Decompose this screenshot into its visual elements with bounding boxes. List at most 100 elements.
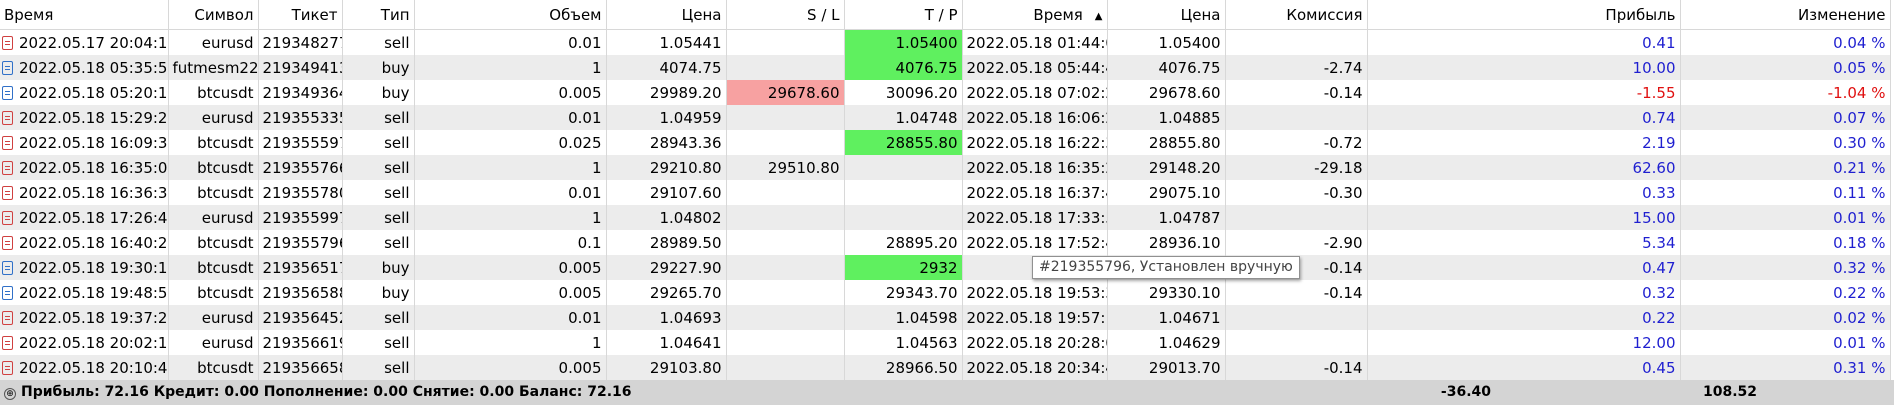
- table-row[interactable]: 2022.05.17 20:04:14 eurusd 219348277 sell 0.…: [0, 29, 1891, 55]
- cell-symbol: btcusdt: [168, 230, 259, 255]
- cell-open-time: 2022.05.18 16:35:00: [0, 155, 169, 180]
- column-header-type[interactable]: Тип: [342, 0, 415, 30]
- column-header-sl[interactable]: S / L: [726, 0, 845, 30]
- cell-sl: [726, 330, 845, 355]
- cell-profit: -1.55: [1367, 80, 1681, 105]
- column-header-tp[interactable]: T / P: [844, 0, 963, 30]
- sell-order-icon: [2, 210, 13, 225]
- open-time-text: 2022.05.18 16:36:38: [19, 183, 168, 202]
- column-header-ticket[interactable]: Тикет: [258, 0, 343, 30]
- cell-symbol: futmesm22: [168, 55, 259, 80]
- cell-change: 0.30 %: [1680, 130, 1891, 155]
- cell-volume: 0.01: [414, 29, 607, 55]
- cell-type: sell: [342, 130, 415, 155]
- cell-tp: [844, 180, 963, 205]
- cell-profit: 0.22: [1367, 305, 1681, 330]
- open-time-text: 2022.05.18 19:48:52: [19, 283, 168, 302]
- cell-change: 0.18 %: [1680, 230, 1891, 255]
- tooltip: #219355796, Установлен вручную: [1032, 256, 1300, 279]
- table-row[interactable]: 2022.05.18 16:09:31 btcusdt 219355597 sell 0…: [0, 130, 1891, 155]
- summary-text: ⊕ Прибыль: 72.16 Кредит: 0.00 Пополнение:…: [4, 380, 632, 405]
- table-row[interactable]: 2022.05.18 05:35:51 futmesm22 219349413 buy…: [0, 55, 1891, 80]
- cell-symbol: btcusdt: [168, 80, 259, 105]
- buy-order-icon: [2, 260, 13, 275]
- table-row[interactable]: 2022.05.18 16:40:20 btcusdt 219355796 sell 0…: [0, 230, 1891, 255]
- column-header-commission[interactable]: Комиссия: [1225, 0, 1368, 30]
- cell-volume: 0.1: [414, 230, 607, 255]
- cell-symbol: btcusdt: [168, 355, 259, 380]
- cell-price: 29210.80: [606, 155, 727, 180]
- open-time-text: 2022.05.18 16:35:00: [19, 158, 168, 177]
- buy-order-icon: [2, 85, 13, 100]
- cell-type: sell: [342, 355, 415, 380]
- cell-symbol: eurusd: [168, 105, 259, 130]
- cell-change: 0.01 %: [1680, 330, 1891, 355]
- cell-ticket: 219356452: [258, 305, 343, 330]
- column-header-open-time[interactable]: Время: [0, 0, 169, 30]
- history-rows: 2022.05.17 20:04:14 eurusd 219348277 sell 0.…: [0, 29, 1891, 380]
- table-row[interactable]: 2022.05.18 20:10:40 btcusdt 219356658 sell 0…: [0, 355, 1891, 380]
- cell-sl: [726, 29, 845, 55]
- open-time-text: 2022.05.18 16:40:20: [19, 233, 168, 252]
- column-header-volume[interactable]: Объем: [414, 0, 607, 30]
- column-header-close-time[interactable]: Время ▲: [962, 0, 1108, 30]
- cell-price: 29265.70: [606, 280, 727, 305]
- sell-order-icon: [2, 185, 13, 200]
- cell-commission: -2.90: [1225, 230, 1368, 255]
- cell-sl: [726, 55, 845, 80]
- cell-change: 0.07 %: [1680, 105, 1891, 130]
- cell-volume: 0.01: [414, 180, 607, 205]
- table-row[interactable]: 2022.05.18 19:37:23 eurusd 219356452 sell 0.…: [0, 305, 1891, 330]
- cell-commission: -0.30: [1225, 180, 1368, 205]
- cell-commission: -0.14: [1225, 80, 1368, 105]
- table-row[interactable]: 2022.05.18 15:29:22 eurusd 219355335 sell 0.…: [0, 105, 1891, 130]
- column-header-price[interactable]: Цена: [606, 0, 727, 30]
- cell-tp: 4076.75: [844, 55, 963, 80]
- cell-profit: 2.19: [1367, 130, 1681, 155]
- cell-price: 4074.75: [606, 55, 727, 80]
- cell-volume: 1: [414, 205, 607, 230]
- cell-open-time: 2022.05.17 20:04:14: [0, 29, 169, 55]
- cell-price: 28943.36: [606, 130, 727, 155]
- cell-type: sell: [342, 330, 415, 355]
- cell-change: 0.21 %: [1680, 155, 1891, 180]
- table-row[interactable]: 2022.05.18 17:26:42 eurusd 219355997 sell 1 1…: [0, 205, 1891, 230]
- cell-symbol: btcusdt: [168, 130, 259, 155]
- open-time-text: 2022.05.18 05:20:19: [19, 83, 168, 102]
- table-row[interactable]: 2022.05.18 19:48:52 btcusdt 219356588 buy 0.…: [0, 280, 1891, 305]
- cell-close-time: 2022.05.18 16:35:23: [962, 155, 1108, 180]
- open-time-text: 2022.05.18 16:09:31: [19, 133, 168, 152]
- cell-change: 0.01 %: [1680, 205, 1891, 230]
- cell-close-price: 29075.10: [1107, 180, 1226, 205]
- close-time-label: Время: [1033, 5, 1083, 24]
- cell-tp: 28855.80: [844, 130, 963, 155]
- cell-ticket: 219349413: [258, 55, 343, 80]
- cell-open-time: 2022.05.18 16:36:38: [0, 180, 169, 205]
- cell-volume: 0.01: [414, 305, 607, 330]
- column-header-symbol[interactable]: Символ: [168, 0, 259, 30]
- cell-close-time: 2022.05.18 16:06:26: [962, 105, 1108, 130]
- table-row[interactable]: 2022.05.18 16:35:00 btcusdt 219355766 sell 1…: [0, 155, 1891, 180]
- column-header-profit[interactable]: Прибыль: [1367, 0, 1681, 30]
- expand-icon[interactable]: ⊕: [4, 388, 16, 400]
- cell-open-time: 2022.05.18 17:26:42: [0, 205, 169, 230]
- cell-profit: 10.00: [1367, 55, 1681, 80]
- table-row[interactable]: 2022.05.18 20:02:10 eurusd 219356619 sell 1 1…: [0, 330, 1891, 355]
- cell-change: 0.04 %: [1680, 29, 1891, 55]
- column-header-close-price[interactable]: Цена: [1107, 0, 1226, 30]
- open-time-text: 2022.05.18 20:10:40: [19, 358, 168, 377]
- column-header-change[interactable]: Изменение: [1680, 0, 1891, 30]
- cell-close-time: 2022.05.18 16:37:40: [962, 180, 1108, 205]
- cell-profit: 0.47: [1367, 255, 1681, 280]
- cell-close-price: 1.04787: [1107, 205, 1226, 230]
- cell-open-time: 2022.05.18 20:10:40: [0, 355, 169, 380]
- cell-profit: 0.33: [1367, 180, 1681, 205]
- cell-change: -1.04 %: [1680, 80, 1891, 105]
- cell-price: 1.05441: [606, 29, 727, 55]
- table-row[interactable]: 2022.05.18 05:20:19 btcusdt 219349364 buy 0.…: [0, 80, 1891, 105]
- table-row[interactable]: 2022.05.18 16:36:38 btcusdt 219355780 sell 0…: [0, 180, 1891, 205]
- table-row[interactable]: 2022.05.18 19:30:13 btcusdt 219356517 buy 0.…: [0, 255, 1891, 280]
- sell-order-icon: [2, 335, 13, 350]
- cell-sl: [726, 280, 845, 305]
- cell-type: sell: [342, 305, 415, 330]
